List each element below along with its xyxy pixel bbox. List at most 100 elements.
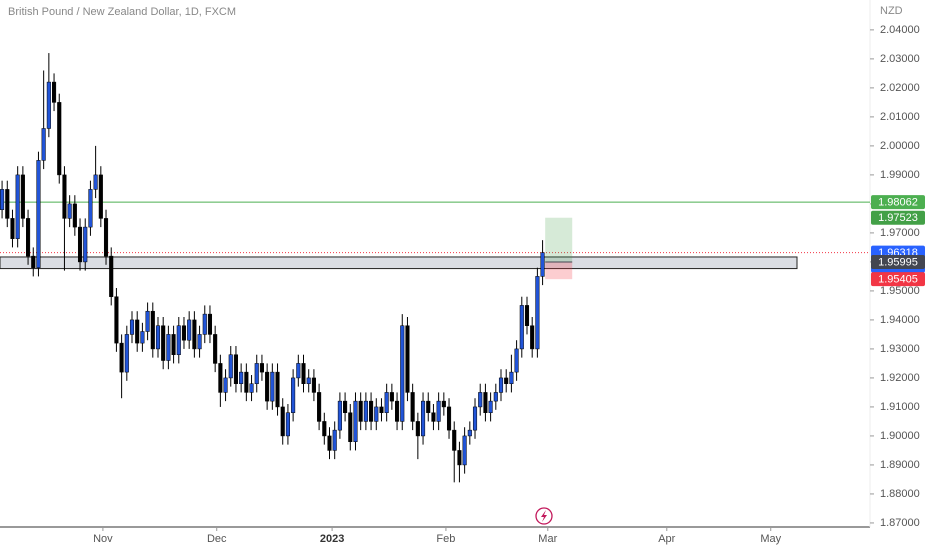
candle-body [384, 392, 389, 413]
candle-body [150, 310, 155, 350]
candle-body [483, 392, 488, 413]
candle-body [26, 218, 31, 257]
candle-body [322, 421, 327, 437]
entry-label: 1.95995 [878, 256, 918, 268]
candle-body [239, 371, 244, 384]
resistance-tag [871, 195, 925, 210]
candle-body [103, 218, 109, 257]
candle-body [5, 189, 10, 219]
y-tick-label: 1.97000 [880, 227, 920, 239]
candle-body [285, 412, 290, 437]
candle-body [379, 406, 384, 413]
x-tick-label: Dec [207, 533, 227, 545]
candle-body [228, 354, 233, 379]
candle-body [36, 160, 41, 268]
zone [0, 256, 798, 270]
candle-body [192, 319, 197, 350]
candle-body [233, 354, 238, 384]
y-tick-label: 1.92000 [880, 372, 920, 384]
candle-body [135, 319, 140, 344]
y-tick-label: 1.99000 [880, 169, 920, 181]
candle-body [93, 174, 98, 190]
candle-body [275, 371, 280, 408]
candle-body [213, 334, 218, 364]
candle-body [244, 371, 249, 393]
entry-tag [871, 255, 925, 270]
candle-body [218, 363, 223, 393]
candle-body [296, 363, 301, 379]
resistance-label: 1.98062 [878, 197, 918, 209]
candle-body [462, 435, 467, 466]
candle-body [317, 392, 322, 422]
x-tick-label: Nov [93, 533, 113, 545]
candle-body [166, 334, 171, 361]
y-tick-label: 2.00000 [880, 140, 920, 152]
candle-body [369, 400, 374, 422]
candle-body [109, 255, 114, 297]
candle-body [197, 334, 202, 350]
candle-body [114, 296, 119, 344]
candle-body [343, 400, 348, 413]
candle-body [67, 203, 72, 219]
candle-body [140, 331, 145, 344]
candle-body [62, 174, 67, 219]
candle-body [478, 392, 483, 408]
candle-body [353, 400, 358, 442]
candle-body [270, 371, 275, 402]
candle-body [57, 102, 62, 176]
x-tick-label: Mar [538, 533, 557, 545]
candle-body [31, 255, 36, 268]
candle-body [389, 392, 394, 402]
candle-body [0, 189, 5, 210]
chart-title: British Pound / New Zealand Dollar, 1D, … [8, 6, 236, 18]
candle-body [535, 276, 540, 350]
x-tick-label: Feb [436, 533, 455, 545]
candle-body [498, 377, 504, 393]
candle-body [400, 325, 405, 422]
y-tick-label: 1.90000 [880, 430, 920, 442]
candle-body [145, 310, 150, 332]
y-tick-label: 1.94000 [880, 314, 920, 326]
candle-body [129, 319, 135, 335]
candle-body [452, 429, 457, 451]
candle-body [509, 371, 514, 384]
candle-body [72, 203, 77, 228]
candle-body [327, 435, 332, 451]
candle-body [124, 334, 129, 373]
target-tag [871, 210, 925, 225]
candle-body [467, 429, 472, 437]
candle-body [493, 392, 498, 402]
x-tick-label: Apr [658, 533, 675, 545]
candle-body [337, 400, 342, 431]
candle-body [10, 218, 15, 239]
candle-body [514, 348, 519, 373]
candle-body [176, 325, 181, 355]
target-label: 1.97523 [878, 212, 918, 224]
candle-body [88, 189, 93, 228]
candle-body [77, 226, 83, 263]
y-tick-label: 2.02000 [880, 82, 920, 94]
candle-body [119, 342, 124, 373]
candle-body [446, 406, 452, 431]
candle-body [540, 252, 545, 277]
candle-body [15, 174, 20, 239]
candle-body [301, 363, 306, 384]
candle-body [291, 377, 296, 413]
currency: NZD [880, 5, 903, 17]
stop-tag [871, 272, 925, 287]
y-tick-label: 2.03000 [880, 53, 920, 65]
candle-body [41, 128, 46, 161]
candle-body [181, 325, 187, 341]
candle-body [202, 313, 207, 335]
candle-body [426, 400, 431, 413]
candle-body [472, 406, 478, 431]
candle-body [420, 400, 426, 437]
y-tick-label: 1.93000 [880, 343, 920, 355]
candle-body [259, 363, 264, 373]
stop-label: 1.95405 [878, 274, 918, 286]
candle-body [410, 392, 415, 422]
candle-body [530, 325, 535, 350]
candle-body [187, 319, 192, 341]
